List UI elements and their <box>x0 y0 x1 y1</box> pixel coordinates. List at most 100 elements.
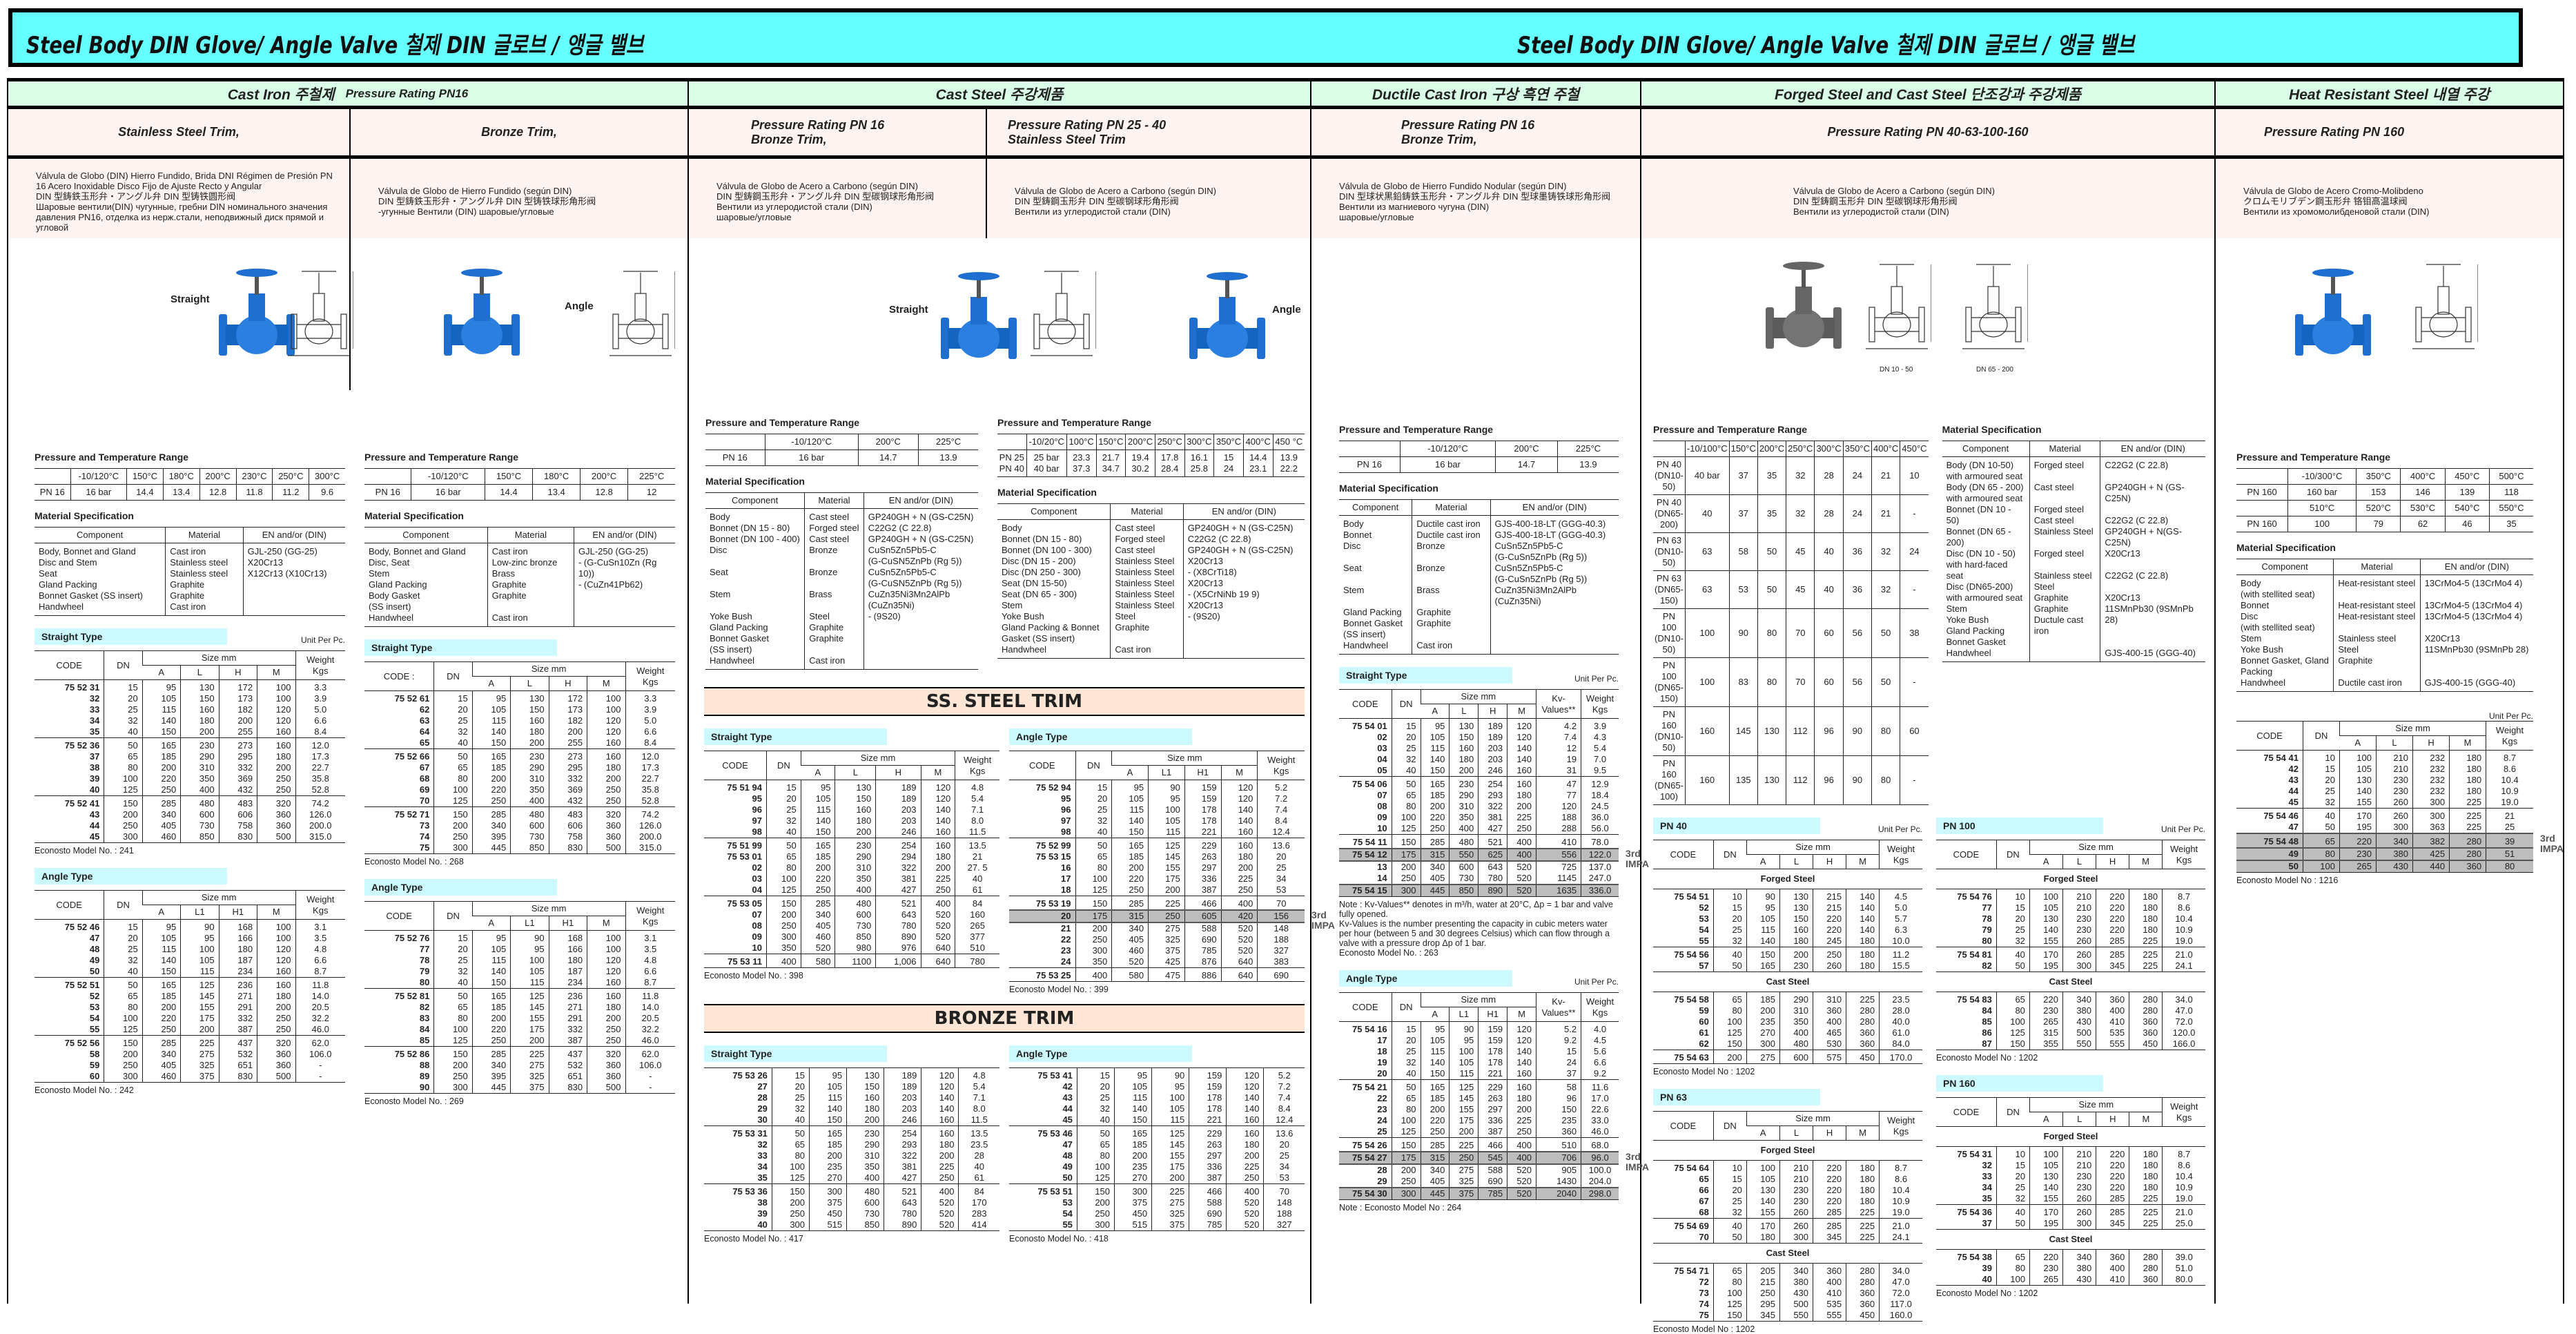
table-cell: Body, Bonnet and Gland Disc, Seat Stem G… <box>364 543 488 627</box>
table-row: 08 250 405 730 780 520 265 <box>704 920 999 931</box>
table-cell: 290 <box>1779 992 1813 1005</box>
code-cell: 40 <box>89 784 100 795</box>
table-cell: 24.1 <box>2162 960 2205 972</box>
code-cell: 48 <box>89 944 100 954</box>
table-cell: 263 <box>1184 851 1222 862</box>
table-cell: 500 <box>587 1082 625 1094</box>
table-cell: 115 <box>471 955 511 966</box>
valve-dimension-drawing <box>1865 264 1931 349</box>
column-header-dn: DN <box>433 901 473 931</box>
size-table-block: PN 63 CODE DN Size mm Weight Kgs A L H M Forged S… <box>1653 1089 1922 1334</box>
table-cell: 21.0 <box>1879 1218 1922 1232</box>
table-cell: 290 <box>510 762 549 773</box>
table-row: 37 65 185 290 295 180 17.3 <box>35 751 345 762</box>
table-cell: 200 <box>587 773 625 784</box>
header-row: CODE DN Size mm Weight Kgs <box>35 650 345 680</box>
table-cell: 150 <box>809 1114 847 1126</box>
table-cell: 405 <box>1420 1176 1450 1188</box>
table-cell: 890 <box>1478 884 1507 897</box>
table-cell: 125 <box>433 795 473 807</box>
table-cell: 24 <box>1843 456 1873 495</box>
table-cell: 120 <box>1226 1067 1264 1081</box>
table-cell: 220 <box>2096 889 2129 902</box>
table-cell: 380 <box>2062 1263 2096 1274</box>
table-cell: 45 <box>1786 532 1815 571</box>
table-cell: 50 <box>1757 570 1787 609</box>
pressure-temperature-title: Pressure and Temperature Range <box>2236 452 2391 463</box>
table-cell: 12 <box>1536 743 1581 754</box>
table-cell: 150 <box>104 1035 143 1049</box>
table-row: 75 53 41 15 95 90 159 120 5.2 <box>1009 1067 1305 1081</box>
table-cell: 189 <box>1478 732 1507 743</box>
table-cell: 400 <box>1507 1151 1536 1165</box>
table-cell: 195 <box>2339 822 2377 833</box>
table-cell: 600 <box>1779 1050 1813 1064</box>
dn-small-caption: DN 10 - 50 <box>1880 366 1913 374</box>
table-row: 35 32 155 260 285 225 19.0 <box>1936 1193 2205 1205</box>
table-row: 67 65 185 290 295 180 17.3 <box>364 762 675 773</box>
table-cell: Cast steel Forged steel Cast steel Stain… <box>1110 519 1184 659</box>
table-cell: 178 <box>1478 1046 1507 1057</box>
table-cell: 185 <box>1420 1093 1450 1104</box>
table-cell: 100 <box>257 933 295 944</box>
table-cell: 480 <box>1449 834 1479 849</box>
table-cell: 80 <box>1757 657 1787 707</box>
table-cell: 360 <box>1536 1126 1581 1138</box>
table-cell: 27. 5 <box>955 862 999 873</box>
table-cell: 8.7 <box>2162 889 2205 902</box>
table-cell: 80 <box>1871 706 1901 756</box>
material-row: Body, Bonnet and Gland Disc and Stem Sea… <box>35 543 345 616</box>
table-cell: 95 <box>1420 1021 1450 1035</box>
table-cell: 166.0 <box>2162 1038 2205 1050</box>
table-cell: 250 <box>800 884 835 896</box>
table-cell: 325 <box>1151 1208 1189 1219</box>
table-cell: 145 <box>510 1002 549 1013</box>
code-cell: 38 <box>757 1197 768 1208</box>
pressure-temperature-block: Pressure and Temperature Range -10/120°C 2… <box>1339 424 1619 473</box>
table-cell: 105 <box>1420 732 1450 743</box>
table-cell: 178 <box>1189 1103 1227 1114</box>
table-cell: 100 <box>1076 1161 1115 1172</box>
table-cell: 427 <box>875 884 921 896</box>
table-row: 75 54 11 150 285 480 521 400 410 78.0 <box>1339 834 1619 849</box>
table-cell: 11.5 <box>958 1114 999 1126</box>
table-cell: 297 <box>1478 1104 1507 1115</box>
table-cell: 300 <box>771 1219 810 1231</box>
table-row: 59 80 200 310 360 280 28.0 <box>1653 1005 1922 1016</box>
model-number: Econosto Model No : 1202 <box>1653 1067 1755 1076</box>
table-cell: 80 <box>1996 1005 2030 1016</box>
table-cell: 50 <box>2302 822 2340 833</box>
category-label: Ductile Cast Iron 구상 흑연 주철 <box>1372 86 1580 103</box>
table-cell: 11.8 <box>295 977 345 991</box>
trim-ductile: Pressure Rating PN 16 Bronze Trim, <box>1311 109 1641 159</box>
column-cast-steel: Cast Steel 주강제품 <box>689 78 1311 1304</box>
table-cell: 100 <box>587 690 625 704</box>
title-bar: Steel Body DIN Glove/ Angle Valve 철제 DIN… <box>8 8 2523 67</box>
table-cell: 280 <box>1846 1005 1880 1016</box>
column-header: Material <box>1110 503 1184 520</box>
material-row: Body, Bonnet and Gland Disc, Seat Stem G… <box>364 543 675 627</box>
table-cell: 230 <box>846 1125 884 1139</box>
table-cell: 115 <box>180 966 219 978</box>
table-cell: 200 <box>180 726 219 738</box>
table-cell: 230°C <box>236 468 273 485</box>
table-cell <box>705 434 765 450</box>
code-cell: 44 <box>89 820 100 831</box>
table-cell: 483 <box>548 806 587 820</box>
table-cell: 47 <box>1536 776 1581 790</box>
table-cell: 1145 <box>1536 873 1581 884</box>
material-spec-title: Material Specification <box>1339 483 1438 494</box>
table-cell: 150 <box>1713 1310 1747 1322</box>
table-cell: 168 <box>548 930 587 944</box>
code-cell: 96 <box>752 804 762 815</box>
table-cell: 40 bar <box>1685 456 1730 495</box>
table-cell: 150 <box>1779 914 1813 925</box>
code-cell: 75 53 25 <box>1009 967 1075 982</box>
table-cell: Forged steel Cast steel Forged steel Cas… <box>2029 456 2100 662</box>
column-header-code: CODE <box>1653 840 1714 869</box>
panel-ss-steel-trim: SS. STEEL TRIM Straight Type CODE DN Size m… <box>704 687 1335 1244</box>
table-cell: 155 <box>1148 862 1185 873</box>
table-cell: 400°C <box>1871 441 1901 457</box>
table-cell: 150 <box>771 1183 810 1197</box>
table-cell: 32 <box>104 955 143 966</box>
